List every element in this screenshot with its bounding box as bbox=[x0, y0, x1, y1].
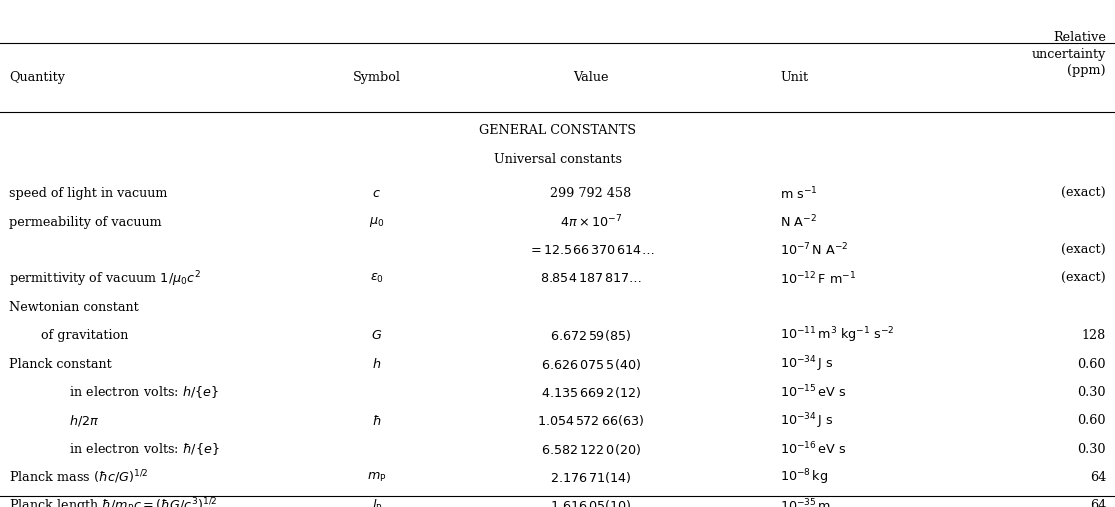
Text: $6.626\,075\,5(40)$: $6.626\,075\,5(40)$ bbox=[541, 356, 641, 372]
Text: in electron volts: $\hbar/\{e\}$: in electron volts: $\hbar/\{e\}$ bbox=[45, 441, 220, 457]
Text: $h$: $h$ bbox=[372, 357, 381, 371]
Text: $10^{-11}\,\mathrm{m^3\ kg^{-1}\ s^{-2}}$: $10^{-11}\,\mathrm{m^3\ kg^{-1}\ s^{-2}}… bbox=[780, 326, 895, 345]
Text: $8.854\,187\,817\ldots$: $8.854\,187\,817\ldots$ bbox=[540, 272, 642, 285]
Text: $1.616\,05(10)$: $1.616\,05(10)$ bbox=[550, 498, 632, 507]
Text: $4.135\,669\,2(12)$: $4.135\,669\,2(12)$ bbox=[541, 385, 641, 400]
Text: Planck constant: Planck constant bbox=[9, 357, 112, 371]
Text: Unit: Unit bbox=[780, 70, 808, 84]
Text: $l_\mathrm{P}$: $l_\mathrm{P}$ bbox=[371, 498, 382, 507]
Text: $10^{-34}\,\mathrm{J\ s}$: $10^{-34}\,\mathrm{J\ s}$ bbox=[780, 354, 834, 374]
Text: $= 12.566\,370\,614\ldots$: $= 12.566\,370\,614\ldots$ bbox=[527, 244, 655, 257]
Text: $1.054\,572\,66(63)$: $1.054\,572\,66(63)$ bbox=[537, 413, 644, 428]
Text: $10^{-16}\,\mathrm{eV\ s}$: $10^{-16}\,\mathrm{eV\ s}$ bbox=[780, 441, 847, 457]
Text: Relative
uncertainty
(ppm): Relative uncertainty (ppm) bbox=[1031, 31, 1106, 77]
Text: $\varepsilon_0$: $\varepsilon_0$ bbox=[370, 272, 384, 285]
Text: 0.60: 0.60 bbox=[1077, 357, 1106, 371]
Text: $10^{-34}\,\mathrm{J\ s}$: $10^{-34}\,\mathrm{J\ s}$ bbox=[780, 411, 834, 430]
Text: Newtonian constant: Newtonian constant bbox=[9, 301, 138, 314]
Text: $6.582\,122\,0(20)$: $6.582\,122\,0(20)$ bbox=[541, 442, 641, 457]
Text: of gravitation: of gravitation bbox=[29, 329, 128, 342]
Text: $\mathrm{m\ s^{-1}}$: $\mathrm{m\ s^{-1}}$ bbox=[780, 186, 818, 202]
Text: Planck length $\hbar/m_\mathrm{P}c = (\hbar G/c^3)^{1/2}$: Planck length $\hbar/m_\mathrm{P}c = (\h… bbox=[9, 496, 217, 507]
Text: $4\pi \times 10^{-7}$: $4\pi \times 10^{-7}$ bbox=[560, 214, 622, 230]
Text: Value: Value bbox=[573, 70, 609, 84]
Text: GENERAL CONSTANTS: GENERAL CONSTANTS bbox=[479, 124, 636, 137]
Text: $c$: $c$ bbox=[372, 187, 381, 200]
Text: 0.60: 0.60 bbox=[1077, 414, 1106, 427]
Text: speed of light in vacuum: speed of light in vacuum bbox=[9, 187, 167, 200]
Text: Quantity: Quantity bbox=[9, 70, 65, 84]
Text: $\mu_0$: $\mu_0$ bbox=[369, 215, 385, 229]
Text: $h/2\pi$: $h/2\pi$ bbox=[45, 413, 99, 428]
Text: $2.176\,71(14)$: $2.176\,71(14)$ bbox=[550, 470, 632, 485]
Text: 299 792 458: 299 792 458 bbox=[551, 187, 631, 200]
Text: permeability of vacuum: permeability of vacuum bbox=[9, 215, 162, 229]
Text: (exact): (exact) bbox=[1061, 272, 1106, 285]
Text: permittivity of vacuum $1/\mu_0 c^2$: permittivity of vacuum $1/\mu_0 c^2$ bbox=[9, 269, 201, 288]
Text: $\hbar$: $\hbar$ bbox=[372, 414, 381, 428]
Text: 0.30: 0.30 bbox=[1077, 443, 1106, 456]
Text: Planck mass $(\hbar c/G)^{1/2}$: Planck mass $(\hbar c/G)^{1/2}$ bbox=[9, 469, 148, 486]
Text: Universal constants: Universal constants bbox=[494, 153, 621, 166]
Text: in electron volts: $h/\{e\}$: in electron volts: $h/\{e\}$ bbox=[45, 384, 219, 401]
Text: 64: 64 bbox=[1089, 499, 1106, 507]
Text: $\mathrm{N\ A^{-2}}$: $\mathrm{N\ A^{-2}}$ bbox=[780, 214, 817, 230]
Text: $10^{-12}\,\mathrm{F\ m^{-1}}$: $10^{-12}\,\mathrm{F\ m^{-1}}$ bbox=[780, 271, 856, 287]
Text: $10^{-15}\,\mathrm{eV\ s}$: $10^{-15}\,\mathrm{eV\ s}$ bbox=[780, 384, 847, 401]
Text: $10^{-35}\,\mathrm{m}$: $10^{-35}\,\mathrm{m}$ bbox=[780, 498, 832, 507]
Text: (exact): (exact) bbox=[1061, 244, 1106, 257]
Text: $m_\mathrm{P}$: $m_\mathrm{P}$ bbox=[367, 471, 387, 484]
Text: 64: 64 bbox=[1089, 471, 1106, 484]
Text: $6.672\,59(85)$: $6.672\,59(85)$ bbox=[551, 328, 631, 343]
Text: (exact): (exact) bbox=[1061, 187, 1106, 200]
Text: 128: 128 bbox=[1082, 329, 1106, 342]
Text: Symbol: Symbol bbox=[352, 70, 401, 84]
Text: $G$: $G$ bbox=[371, 329, 382, 342]
Text: $10^{-8}\,\mathrm{kg}$: $10^{-8}\,\mathrm{kg}$ bbox=[780, 468, 828, 487]
Text: 0.30: 0.30 bbox=[1077, 386, 1106, 399]
Text: $10^{-7}\,\mathrm{N\ A^{-2}}$: $10^{-7}\,\mathrm{N\ A^{-2}}$ bbox=[780, 242, 850, 259]
